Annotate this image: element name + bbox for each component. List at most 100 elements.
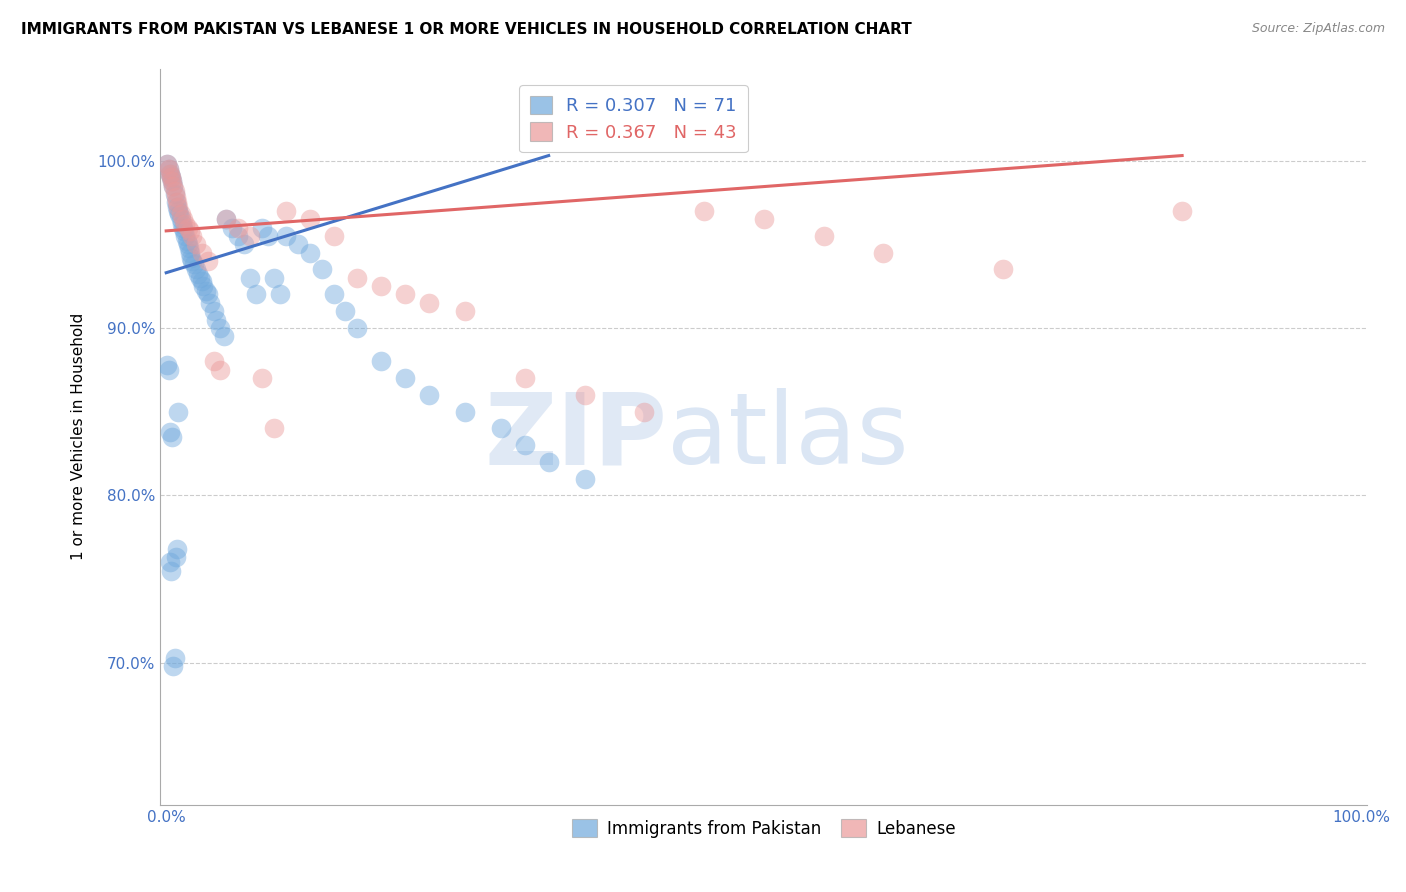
Point <box>239 228 262 243</box>
Point <box>156 358 179 372</box>
Point <box>162 178 184 193</box>
Point <box>215 212 238 227</box>
Point <box>170 217 193 231</box>
Point <box>176 234 198 248</box>
Point <box>157 161 180 176</box>
Point <box>489 421 512 435</box>
Point <box>872 245 894 260</box>
Point <box>394 371 416 385</box>
Point <box>221 220 243 235</box>
Point <box>418 388 440 402</box>
Point <box>160 174 183 188</box>
Point <box>174 228 197 243</box>
Point <box>157 161 180 176</box>
Point <box>269 287 291 301</box>
Point <box>202 354 225 368</box>
Point <box>162 178 184 193</box>
Point <box>202 304 225 318</box>
Point <box>156 157 179 171</box>
Point <box>205 312 228 326</box>
Point <box>197 287 219 301</box>
Point <box>177 237 200 252</box>
Point <box>346 270 368 285</box>
Point <box>179 245 201 260</box>
Point <box>167 404 190 418</box>
Point <box>163 184 186 198</box>
Point <box>160 430 183 444</box>
Point <box>239 270 262 285</box>
Point <box>226 220 249 235</box>
Point <box>172 212 194 227</box>
Point <box>162 659 184 673</box>
Point <box>187 268 209 282</box>
Point <box>513 371 536 385</box>
Text: ZIP: ZIP <box>484 388 668 485</box>
Point <box>693 203 716 218</box>
Point <box>322 287 344 301</box>
Point <box>263 270 285 285</box>
Point <box>298 212 321 227</box>
Point <box>574 472 596 486</box>
Point <box>346 321 368 335</box>
Point <box>184 262 207 277</box>
Point <box>513 438 536 452</box>
Point <box>157 363 180 377</box>
Point <box>208 363 231 377</box>
Point <box>633 404 655 418</box>
Point <box>370 354 392 368</box>
Point <box>537 455 560 469</box>
Point <box>160 174 183 188</box>
Text: IMMIGRANTS FROM PAKISTAN VS LEBANESE 1 OR MORE VEHICLES IN HOUSEHOLD CORRELATION: IMMIGRANTS FROM PAKISTAN VS LEBANESE 1 O… <box>21 22 912 37</box>
Point <box>166 195 188 210</box>
Text: Source: ZipAtlas.com: Source: ZipAtlas.com <box>1251 22 1385 36</box>
Point <box>752 212 775 227</box>
Point <box>165 195 187 210</box>
Point <box>167 201 190 215</box>
Point <box>193 279 215 293</box>
Point <box>160 170 183 185</box>
Point <box>179 224 201 238</box>
Point <box>183 257 205 271</box>
Point <box>256 228 278 243</box>
Point <box>245 287 267 301</box>
Point <box>188 270 211 285</box>
Point <box>454 404 477 418</box>
Point <box>172 220 194 235</box>
Point <box>165 550 187 565</box>
Point <box>311 262 333 277</box>
Point <box>181 228 204 243</box>
Point <box>274 228 297 243</box>
Point <box>370 279 392 293</box>
Point <box>1171 203 1194 218</box>
Point <box>159 425 181 439</box>
Point <box>160 170 183 185</box>
Point <box>215 212 238 227</box>
Point <box>184 237 207 252</box>
Point <box>991 262 1014 277</box>
Point <box>156 157 179 171</box>
Point <box>418 296 440 310</box>
Point <box>200 296 222 310</box>
Point <box>250 371 273 385</box>
Point <box>250 220 273 235</box>
Point <box>298 245 321 260</box>
Y-axis label: 1 or more Vehicles in Household: 1 or more Vehicles in Household <box>72 313 86 560</box>
Point <box>212 329 235 343</box>
Point <box>191 245 214 260</box>
Point <box>169 212 191 227</box>
Point <box>159 555 181 569</box>
Point <box>166 201 188 215</box>
Point <box>813 228 835 243</box>
Point <box>163 187 186 202</box>
Point <box>181 254 204 268</box>
Point <box>287 237 309 252</box>
Point <box>454 304 477 318</box>
Point <box>166 541 188 556</box>
Point <box>191 274 214 288</box>
Point <box>263 421 285 435</box>
Point <box>159 167 181 181</box>
Point <box>394 287 416 301</box>
Point <box>167 203 190 218</box>
Point <box>177 220 200 235</box>
Point <box>197 254 219 268</box>
